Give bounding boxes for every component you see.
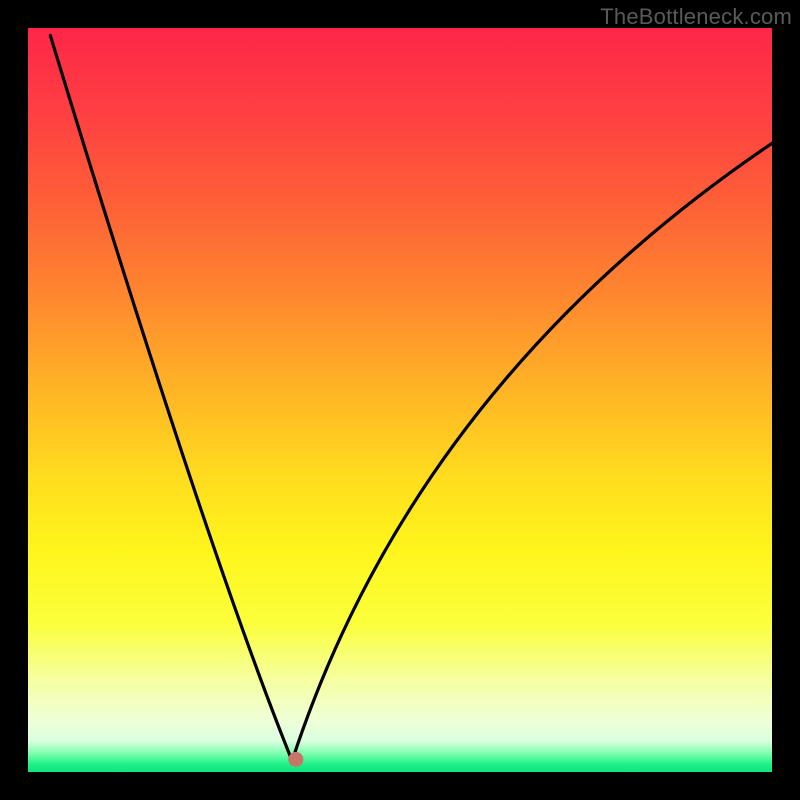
bottleneck-chart	[0, 0, 800, 800]
chart-container: TheBottleneck.com	[0, 0, 800, 800]
watermark-text: TheBottleneck.com	[600, 4, 792, 30]
gradient-background	[28, 28, 772, 772]
vertex-marker	[288, 752, 303, 767]
